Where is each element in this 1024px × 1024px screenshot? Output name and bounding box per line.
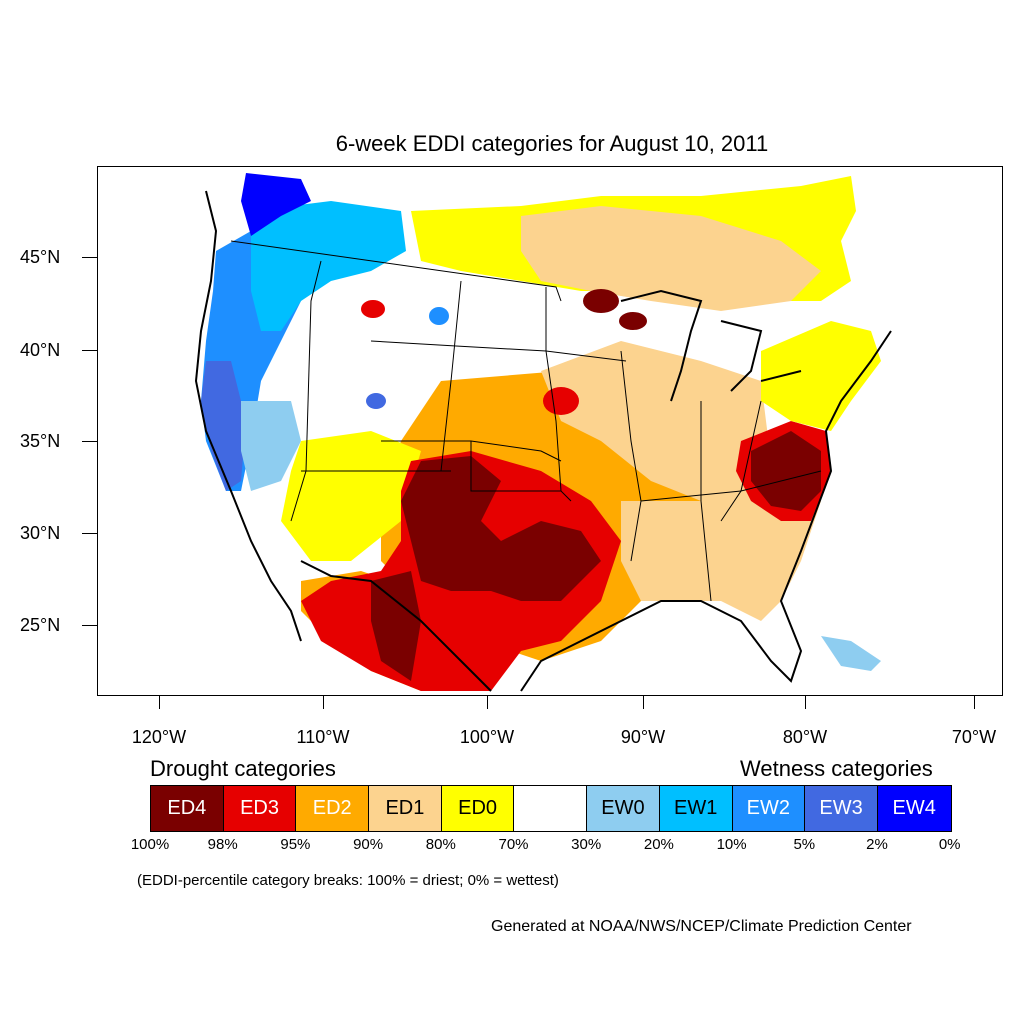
legend-box-ed0: ED0	[441, 786, 515, 831]
legend-box-ew4: EW4	[877, 786, 951, 831]
legend-break-label: 98%	[207, 836, 238, 853]
legend-break-label: 30%	[571, 836, 602, 853]
legend-break-label: 95%	[280, 836, 311, 853]
legend-break-label: 80%	[425, 836, 456, 853]
southwest-yellow	[281, 431, 421, 561]
mt-ew2	[429, 307, 449, 325]
lat-tick-40	[82, 350, 97, 351]
legend-box-ed3: ED3	[223, 786, 297, 831]
lat-tick-30	[82, 533, 97, 534]
lon-tick-80	[805, 696, 806, 709]
lon-label-100: 100°W	[459, 727, 515, 747]
legend-box-ed1: ED1	[369, 786, 442, 831]
lon-tick-100	[487, 696, 488, 709]
legend-box-neutral	[514, 786, 588, 831]
canada-ed1	[521, 206, 821, 311]
legend-break-label: 70%	[498, 836, 529, 853]
ne-ed3	[543, 387, 579, 415]
lat-tick-45	[82, 257, 97, 258]
legend-box-ew3: EW3	[805, 786, 878, 831]
northeast-yellow	[761, 321, 881, 431]
legend-break-label: 2%	[866, 836, 888, 853]
carolina-ed4	[751, 431, 821, 511]
drought-heading: Drought categories	[150, 756, 336, 781]
legend-box-ew1: EW1	[659, 786, 733, 831]
florida-ew0	[821, 636, 881, 671]
wetness-heading: Wetness categories	[740, 756, 933, 781]
lon-label-80: 80°W	[782, 727, 828, 747]
legend-bar: ED4 ED3 ED2 ED1 ED0 EW0 EW1 EW2 EW3 EW4	[150, 785, 952, 832]
co-ew3	[366, 393, 386, 409]
lat-label-25: 25°N	[20, 615, 61, 635]
lon-tick-70	[974, 696, 975, 709]
legend-break-label: 10%	[716, 836, 747, 853]
legend-box-ew2: EW2	[732, 786, 806, 831]
lon-label-120: 120°W	[131, 727, 187, 747]
lat-label-40: 40°N	[20, 340, 61, 360]
legend-break-label: 0%	[938, 836, 961, 853]
pnw-ew1	[251, 201, 406, 331]
map-area	[97, 166, 1003, 696]
ca-ew3	[201, 361, 246, 491]
lat-tick-25	[82, 625, 97, 626]
wi-ed4	[619, 312, 647, 330]
lon-label-70: 70°W	[951, 727, 997, 747]
eddi-map	[194, 173, 892, 692]
legend-break-label: 90%	[353, 836, 384, 853]
lat-tick-35	[82, 441, 97, 442]
ca-ew0	[241, 401, 301, 491]
state-borders	[230, 240, 822, 602]
credit-line: Generated at NOAA/NWS/NCEP/Climate Predi…	[491, 918, 912, 935]
texas-ed4	[401, 456, 601, 601]
lat-label-35: 35°N	[20, 431, 61, 451]
legend-box-ew0: EW0	[587, 786, 660, 831]
midwest-ed1	[541, 341, 771, 501]
legend-break-label: 5%	[793, 836, 816, 853]
mexico-ed4	[371, 571, 421, 681]
lat-label-30: 30°N	[20, 523, 61, 543]
legend-note: (EDDI-percentile category breaks: 100% =…	[137, 872, 559, 889]
mt-ed3	[361, 300, 385, 318]
legend-box-ed4: ED4	[151, 786, 224, 831]
legend-box-ed2: ED2	[296, 786, 370, 831]
coastlines	[194, 190, 892, 692]
lon-tick-110	[323, 696, 324, 709]
lon-tick-90	[643, 696, 644, 709]
legend-break-label: 20%	[643, 836, 674, 853]
lat-label-45: 45°N	[20, 247, 61, 267]
pnw-ew4	[241, 173, 311, 236]
map-title: 6-week EDDI categories for August 10, 20…	[335, 131, 769, 156]
legend-break-label: 100%	[130, 836, 170, 853]
lon-tick-120	[159, 696, 160, 709]
lon-label-110: 110°W	[296, 727, 350, 747]
mn-ed4	[583, 289, 619, 313]
lon-label-90: 90°W	[620, 727, 666, 747]
